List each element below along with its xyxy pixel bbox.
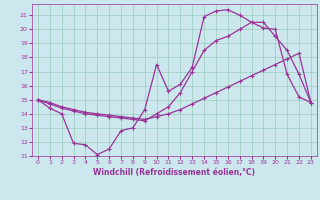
X-axis label: Windchill (Refroidissement éolien,°C): Windchill (Refroidissement éolien,°C) <box>93 168 255 177</box>
